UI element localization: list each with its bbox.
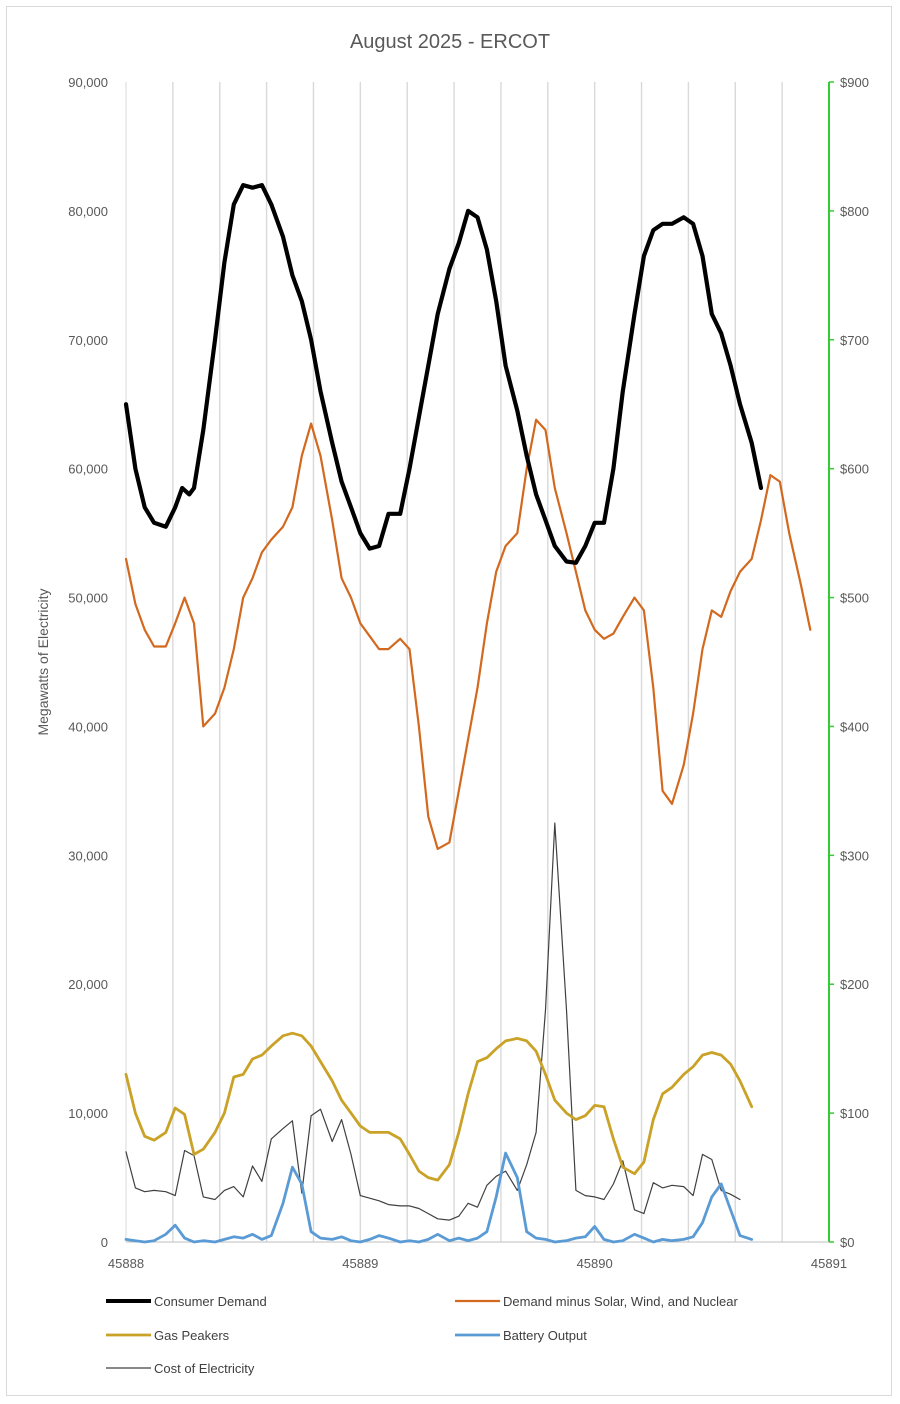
y-tick-label: 0 bbox=[101, 1235, 108, 1250]
tick-labels: 0 10,000 20,000 30,000 40,000 50,000 60,000 70,… bbox=[68, 75, 869, 1271]
y-tick-label: 60,000 bbox=[68, 462, 108, 477]
cost-legend-label: Cost of Electricity bbox=[154, 1361, 255, 1376]
consumer-legend-label: Consumer Demand bbox=[154, 1294, 267, 1309]
y2-tick-label: $900 bbox=[840, 75, 869, 90]
consumer-series-line bbox=[123, 183, 764, 565]
net-legend-label: Demand minus Solar, Wind, and Nuclear bbox=[503, 1294, 739, 1309]
y-axis-label: Megawatts of Electricity bbox=[35, 588, 51, 735]
x-tick-label: 45891 bbox=[811, 1256, 847, 1271]
y2-tick-label: $100 bbox=[840, 1106, 869, 1121]
gas-legend-label: Gas Peakers bbox=[154, 1328, 230, 1343]
x-tick-label: 45888 bbox=[108, 1256, 144, 1271]
y-tick-label: 30,000 bbox=[68, 848, 108, 863]
y2-tick-label: $700 bbox=[840, 333, 869, 348]
y-tick-label: 10,000 bbox=[68, 1106, 108, 1121]
chart-title: August 2025 - ERCOT bbox=[350, 31, 550, 53]
x-tick-label: 45889 bbox=[342, 1256, 378, 1271]
cost-series-line bbox=[125, 822, 741, 1221]
y2-tick-label: $600 bbox=[840, 462, 869, 477]
y2-tick-label: $800 bbox=[840, 204, 869, 219]
series-layer bbox=[123, 183, 812, 1244]
y-tick-label: 70,000 bbox=[68, 333, 108, 348]
y-tick-label: 50,000 bbox=[68, 591, 108, 606]
y-tick-label: 90,000 bbox=[68, 75, 108, 90]
net-series-line bbox=[124, 418, 812, 850]
legend: Consumer Demand Demand minus Solar, Wind,… bbox=[106, 1294, 739, 1376]
gas-series-line bbox=[124, 1031, 754, 1182]
y2-tick-label: $200 bbox=[840, 977, 869, 992]
y-tick-label: 80,000 bbox=[68, 204, 108, 219]
axes bbox=[125, 81, 834, 1243]
y2-tick-label: $0 bbox=[840, 1235, 854, 1250]
x-tick-label: 45890 bbox=[577, 1256, 613, 1271]
y-tick-label: 40,000 bbox=[68, 719, 108, 734]
battery-legend-label: Battery Output bbox=[503, 1328, 587, 1343]
y2-tick-label: $400 bbox=[840, 719, 869, 734]
y-tick-label: 20,000 bbox=[68, 977, 108, 992]
y2-tick-label: $300 bbox=[840, 848, 869, 863]
battery-series-line bbox=[124, 1151, 754, 1244]
y2-tick-label: $500 bbox=[840, 591, 869, 606]
chart-frame bbox=[6, 6, 892, 1396]
